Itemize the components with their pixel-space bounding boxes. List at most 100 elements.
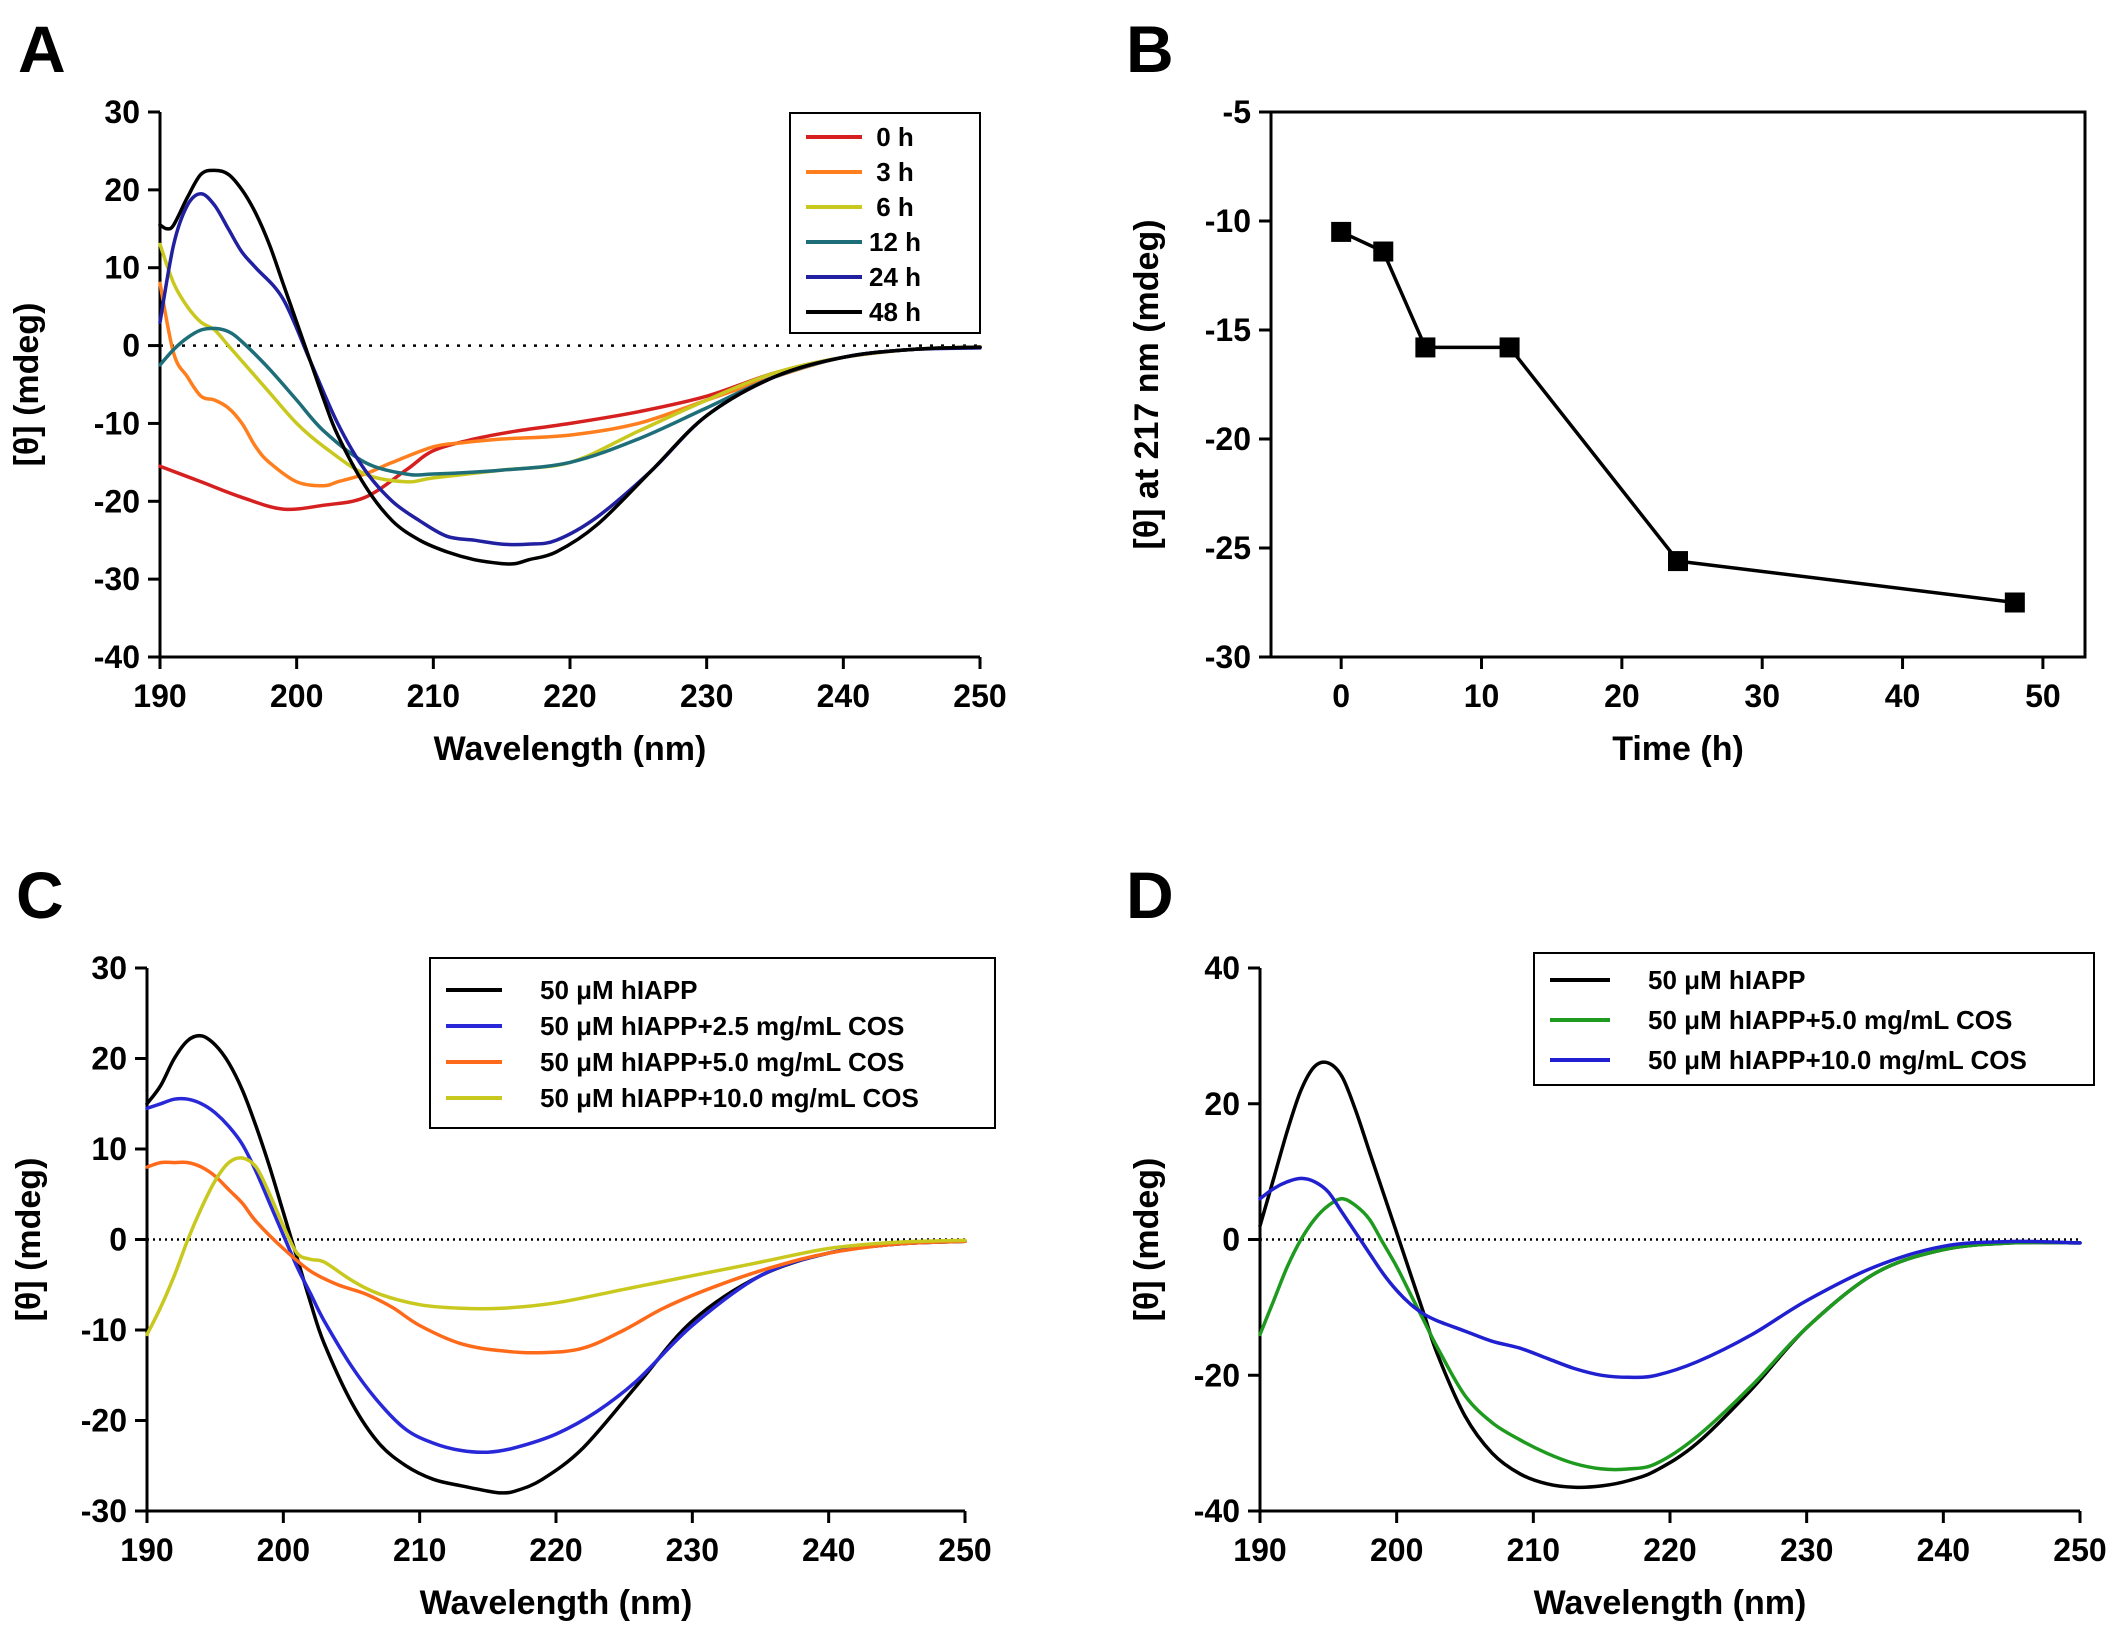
y-axis-title: [θ] (mdeg) [10, 1158, 48, 1322]
y-tick-label: -40 [1194, 1493, 1240, 1529]
panel-b: B 0 10 20 30 40 50 -30 -25 -20 -15 -10 -5 Time (h) [θ]… [1126, 12, 2087, 768]
data-point-marker [1373, 241, 1394, 262]
x-tick-label: 230 [680, 678, 733, 714]
y-tick-label: -20 [94, 483, 140, 519]
y-tick-label: -20 [81, 1403, 127, 1439]
x-tick-label: 230 [1780, 1532, 1833, 1568]
y-tick-label: 20 [104, 172, 140, 208]
panel-c: C 190 200 210 220 230 240 250 -30 -20 -10 0 10 20 30 Wa… [10, 858, 996, 1622]
legend: 0 h 3 h 6 h 12 h 24 h 48 h [789, 112, 981, 334]
panel-letter: A [18, 12, 66, 86]
x-tick-label: 0 [1332, 678, 1350, 714]
x-tick-label: 250 [2053, 1532, 2106, 1568]
legend: 50 μM hIAPP 50 μM hIAPP+5.0 mg/mL COS 50 μ… [1533, 952, 2095, 1086]
series-line-12-h [158, 326, 982, 477]
x-tick-label: 220 [529, 1532, 582, 1568]
series-line-3-h [158, 281, 982, 488]
legend-box [1533, 952, 2095, 1086]
x-tick-label: 30 [1744, 678, 1780, 714]
data-point-marker [1331, 221, 1352, 242]
panel-letter: C [16, 858, 64, 932]
data-point-marker [2004, 592, 2025, 613]
series-line-0-h [158, 345, 982, 512]
y-tick-label: 10 [91, 1131, 127, 1167]
legend-label: 50 μM hIAPP [1648, 965, 1806, 995]
series-line-50-m-hiapp-10-0-mg-ml-cos [1258, 1176, 2082, 1380]
legend-label: 50 μM hIAPP+5.0 mg/mL COS [1648, 1005, 2012, 1035]
x-tick-label: 240 [802, 1532, 855, 1568]
legend-label: 50 μM hIAPP+10.0 mg/mL COS [540, 1083, 919, 1113]
legend-label: 3 h [876, 157, 914, 187]
x-tick-label: 210 [393, 1532, 446, 1568]
panel-d: D 190 200 210 220 230 240 250 -40 -20 0 20 40 Wavelen… [1126, 858, 2107, 1622]
y-tick-label: -10 [94, 405, 140, 441]
legend-label: 50 μM hIAPP+5.0 mg/mL COS [540, 1047, 904, 1077]
legend-label: 48 h [869, 297, 921, 327]
x-tick-label: 240 [817, 678, 870, 714]
legend-label: 24 h [869, 262, 921, 292]
x-axis-title: Wavelength (nm) [1534, 1584, 1807, 1622]
x-axis-title: Time (h) [1612, 730, 1744, 768]
y-tick-label: -20 [1194, 1357, 1240, 1393]
legend-box [789, 112, 981, 334]
x-tick-label: 200 [1370, 1532, 1423, 1568]
series-line-48-h [158, 168, 982, 566]
x-tick-label: 220 [543, 678, 596, 714]
series-line-6-h [158, 242, 982, 484]
x-tick-label: 20 [1604, 678, 1640, 714]
y-tick-label: -25 [1205, 530, 1251, 566]
series-line-50-m-hiapp-5-0-mg-ml-cos [1258, 1197, 2082, 1472]
y-tick-label: -30 [94, 561, 140, 597]
plot-frame [1269, 110, 2087, 659]
x-tick-label: 50 [2025, 678, 2061, 714]
panel-letter: B [1126, 12, 1174, 86]
legend-label: 12 h [869, 227, 921, 257]
x-tick-label: 200 [257, 1532, 310, 1568]
panel-letter: D [1126, 858, 1174, 932]
series-line-50-m-hiapp-5-0-mg-ml-cos [145, 1160, 967, 1355]
y-tick-label: -40 [94, 639, 140, 675]
y-tick-label: -30 [81, 1493, 127, 1529]
x-tick-label: 200 [270, 678, 323, 714]
x-tick-label: 230 [666, 1532, 719, 1568]
x-tick-label: 190 [133, 678, 186, 714]
y-tick-label: 30 [104, 94, 140, 130]
y-tick-label: 20 [91, 1041, 127, 1077]
series-line-50-m-hiapp-2-5-mg-ml-cos [145, 1096, 967, 1455]
y-axis-title: [θ] (mdeg) [8, 303, 46, 467]
y-tick-label: 40 [1204, 950, 1240, 986]
x-tick-label: 250 [938, 1532, 991, 1568]
y-tick-label: 10 [104, 250, 140, 286]
series-line-data [1339, 230, 2017, 605]
x-tick-label: 240 [1917, 1532, 1970, 1568]
x-tick-label: 10 [1464, 678, 1500, 714]
y-tick-label: -10 [81, 1312, 127, 1348]
legend-label: 0 h [876, 122, 914, 152]
y-tick-label: -5 [1223, 94, 1251, 130]
y-axis-title: [θ] (mdeg) [1128, 1158, 1166, 1322]
y-axis-title: [θ] at 217 nm (mdeg) [1128, 219, 1166, 549]
x-tick-label: 210 [407, 678, 460, 714]
data-point-marker [1499, 337, 1520, 358]
y-tick-label: -10 [1205, 203, 1251, 239]
series-line-50-m-hiapp-10-0-mg-ml-cos [145, 1156, 967, 1337]
x-tick-label: 190 [1233, 1532, 1286, 1568]
legend-label: 50 μM hIAPP [540, 975, 698, 1005]
x-axis-title: Wavelength (nm) [434, 730, 707, 768]
y-tick-label: 30 [91, 950, 127, 986]
legend-box [429, 957, 996, 1129]
x-tick-label: 250 [953, 678, 1006, 714]
x-tick-label: 210 [1507, 1532, 1560, 1568]
y-tick-label: -20 [1205, 421, 1251, 457]
y-tick-label: -30 [1205, 639, 1251, 675]
x-tick-label: 190 [120, 1532, 173, 1568]
x-axis-title: Wavelength (nm) [420, 1584, 693, 1622]
panel-a: A 190 200 210 220 230 240 250 -40 -30 -20 -10 0 10 20 3… [8, 12, 1007, 768]
data-point-marker [1668, 551, 1688, 572]
y-tick-label: 20 [1204, 1086, 1240, 1122]
data-point-marker [1415, 337, 1436, 358]
y-tick-label: -15 [1205, 312, 1251, 348]
y-tick-label: 0 [122, 328, 140, 364]
y-tick-label: 0 [109, 1222, 127, 1258]
